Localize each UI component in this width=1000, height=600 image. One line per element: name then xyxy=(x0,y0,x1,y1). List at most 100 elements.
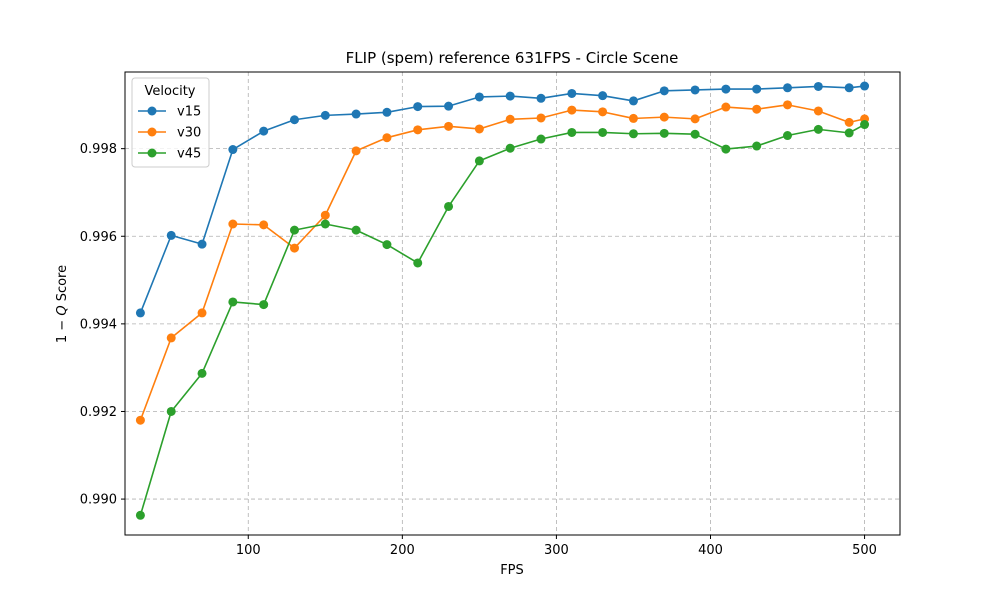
series-v45 xyxy=(135,120,870,520)
data-point-v45 xyxy=(690,129,700,139)
data-point-v45 xyxy=(860,120,870,130)
data-point-v45 xyxy=(444,201,454,211)
data-point-v45 xyxy=(289,225,299,235)
data-point-v30 xyxy=(351,146,361,156)
y-tick-label: 0.992 xyxy=(80,405,117,420)
legend-swatch-marker xyxy=(147,127,157,137)
data-point-v30 xyxy=(320,210,330,220)
data-point-v45 xyxy=(598,127,608,137)
data-point-v45 xyxy=(259,300,269,310)
data-point-v45 xyxy=(351,225,361,235)
data-point-v15 xyxy=(505,91,515,101)
legend-entries: v15 v30 v45 xyxy=(138,105,201,162)
legend-label: v15 xyxy=(177,105,201,120)
series-v15 xyxy=(135,81,870,318)
data-point-v15 xyxy=(844,83,854,93)
legend-swatch-marker xyxy=(147,148,157,158)
data-point-v45 xyxy=(844,128,854,138)
data-point-v45 xyxy=(505,143,515,153)
data-point-v15 xyxy=(659,86,669,96)
x-tick-label: 500 xyxy=(852,543,877,558)
data-point-v30 xyxy=(382,133,392,143)
data-point-v45 xyxy=(536,134,546,144)
legend-label: v45 xyxy=(177,147,201,162)
legend: Velocity v15 v30 v45 xyxy=(131,77,210,168)
data-point-v45 xyxy=(135,510,145,520)
chart-title: FLIP (spem) reference 631FPS - Circle Sc… xyxy=(346,49,679,67)
data-point-v45 xyxy=(813,124,823,134)
data-point-v30 xyxy=(228,219,238,229)
data-point-v15 xyxy=(752,84,762,94)
data-point-v15 xyxy=(860,81,870,91)
data-point-v15 xyxy=(813,81,823,91)
data-point-v30 xyxy=(536,113,546,123)
data-point-v15 xyxy=(721,84,731,94)
data-point-v45 xyxy=(382,240,392,250)
data-point-v15 xyxy=(783,83,793,93)
data-point-v45 xyxy=(474,156,484,166)
data-point-v30 xyxy=(628,113,638,123)
data-point-v30 xyxy=(844,117,854,127)
legend-box xyxy=(131,77,210,168)
data-point-v45 xyxy=(413,258,423,268)
x-tick-label: 400 xyxy=(698,543,723,558)
data-point-v15 xyxy=(536,93,546,103)
data-point-v30 xyxy=(444,121,454,131)
y-tick-label: 0.990 xyxy=(80,493,117,508)
data-point-v45 xyxy=(320,219,330,229)
data-point-v30 xyxy=(783,100,793,110)
data-point-v30 xyxy=(474,124,484,134)
data-point-v45 xyxy=(721,144,731,154)
data-point-v30 xyxy=(598,107,608,117)
data-point-v15 xyxy=(690,85,700,95)
y-tick-label: 0.996 xyxy=(80,230,117,245)
legend-entry-v45: v45 xyxy=(138,147,201,162)
data-point-v30 xyxy=(690,114,700,124)
plot-frame xyxy=(124,71,901,536)
data-point-v30 xyxy=(505,114,515,124)
data-point-v30 xyxy=(197,308,207,318)
data-point-v15 xyxy=(474,92,484,102)
legend-title: Velocity xyxy=(145,84,196,99)
data-point-v15 xyxy=(259,126,269,136)
data-point-v30 xyxy=(813,106,823,116)
series-group xyxy=(135,81,870,520)
legend-entry-v15: v15 xyxy=(138,105,201,120)
data-point-v15 xyxy=(413,102,423,112)
data-point-v45 xyxy=(166,406,176,416)
data-point-v30 xyxy=(752,104,762,114)
data-point-v45 xyxy=(228,297,238,307)
legend-swatch-marker xyxy=(147,106,157,116)
data-point-v30 xyxy=(289,243,299,253)
x-tick-label: 100 xyxy=(236,543,261,558)
y-tick-label: 0.998 xyxy=(80,142,117,157)
data-point-v30 xyxy=(135,415,145,425)
data-point-v15 xyxy=(197,239,207,249)
legend-entry-v30: v30 xyxy=(138,126,201,141)
data-point-v15 xyxy=(228,145,238,155)
data-point-v30 xyxy=(721,102,731,112)
data-point-v15 xyxy=(320,110,330,120)
data-point-v30 xyxy=(259,220,269,230)
data-point-v45 xyxy=(628,129,638,139)
y-axis-label-suffix: Score xyxy=(55,265,70,306)
x-tick-label: 300 xyxy=(544,543,569,558)
data-point-v45 xyxy=(783,131,793,141)
data-point-v45 xyxy=(659,128,669,138)
y-axis-label-prefix: 1 − xyxy=(55,316,70,343)
data-point-v45 xyxy=(752,141,762,151)
y-tick-label: 0.994 xyxy=(80,317,117,332)
x-tick-label: 200 xyxy=(390,543,415,558)
data-point-v15 xyxy=(444,101,454,111)
data-point-v15 xyxy=(628,96,638,106)
data-point-v15 xyxy=(351,109,361,119)
data-point-v15 xyxy=(166,230,176,240)
data-point-v30 xyxy=(166,333,176,343)
data-point-v30 xyxy=(413,125,423,135)
data-point-v30 xyxy=(659,112,669,122)
data-point-v45 xyxy=(197,368,207,378)
data-point-v15 xyxy=(567,88,577,98)
y-axis-label: 1 − Q Score xyxy=(55,265,70,343)
series-v30 xyxy=(135,100,870,425)
